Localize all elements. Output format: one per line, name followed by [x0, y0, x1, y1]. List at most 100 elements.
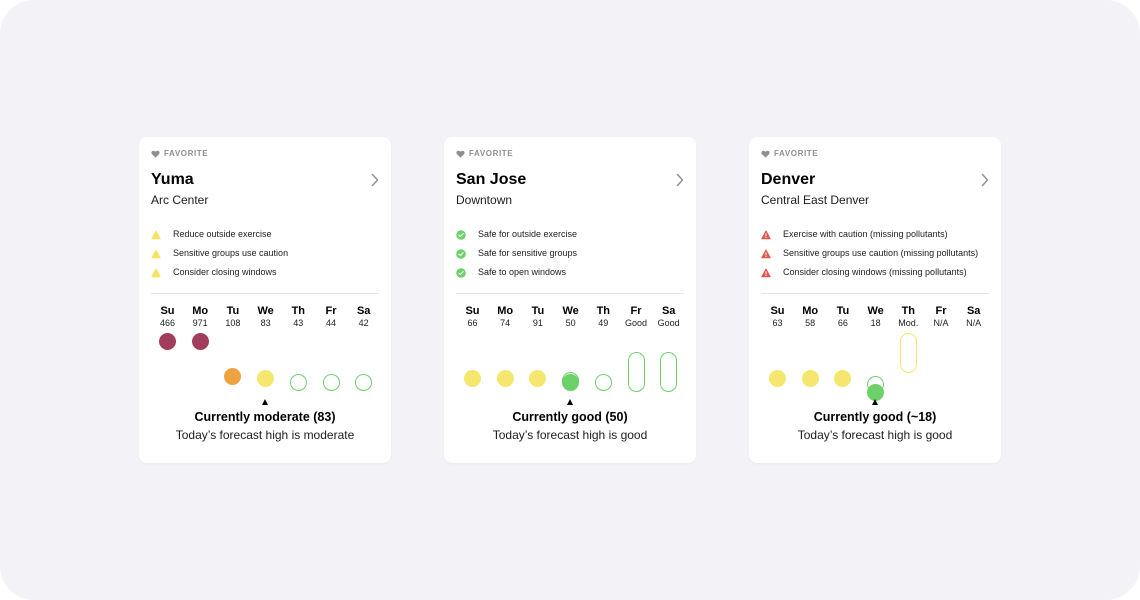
forecast-day: Tu 66: [826, 305, 859, 329]
day-aqi-value: N/A: [933, 318, 949, 328]
forecast-strip: Su 63 Mo 58 Tu 66 We 18 Th Mod. Fr N/A Sa N/A: [761, 305, 989, 401]
day-name: Mo: [192, 305, 209, 317]
day-name: Sa: [661, 305, 676, 317]
city-name: Yuma: [151, 171, 194, 188]
day-aqi-value: 74: [500, 318, 511, 328]
day-name: Mo: [802, 305, 819, 317]
caution-triangle-icon: [151, 230, 161, 240]
forecast-day: We 18: [859, 305, 892, 329]
day-aqi-value: 108: [225, 318, 241, 328]
recommendation-item: Consider closing windows (missing pollut…: [761, 263, 995, 282]
forecast-day: Fr 44: [315, 305, 348, 329]
forecast-day: Su 66: [456, 305, 489, 329]
current-status: Currently good (~18): [813, 410, 937, 424]
recommendation-label: Consider closing windows (missing pollut…: [783, 267, 967, 277]
recommendation-label: Reduce outside exercise: [173, 229, 272, 239]
day-aqi-value: 44: [325, 318, 336, 328]
recommendations-list: Exercise with caution (missing pollutant…: [761, 225, 995, 282]
recommendation-label: Safe to open windows: [478, 267, 567, 277]
forecast-day: Mo 971: [184, 305, 217, 329]
heart-icon: [151, 150, 160, 158]
day-name: Tu: [226, 305, 240, 317]
favorite-badge: FAVORITE: [151, 149, 208, 159]
check-circle-icon: [456, 248, 466, 259]
forecast-day: Fr N/A: [925, 305, 958, 329]
station-name: Arc Center: [151, 193, 209, 207]
forecast-day: Su 63: [761, 305, 794, 329]
day-name: Su: [770, 305, 785, 317]
chevron-right-icon[interactable]: [981, 173, 989, 187]
current-day-indicator: [567, 399, 574, 405]
day-name: We: [867, 305, 884, 317]
forecast-day: Fr Good: [620, 305, 653, 329]
recommendation-label: Safe for sensitive groups: [478, 248, 578, 258]
favorite-label: FAVORITE: [164, 149, 209, 158]
recommendations-list: Safe for outside exercise Safe for sensit…: [456, 225, 690, 282]
forecast-day: Th 43: [282, 305, 315, 329]
forecast-strip: Su 66 Mo 74 Tu 91 We 50 Th 49 Fr Good Sa Good: [456, 305, 684, 401]
location-card-yuma[interactable]: FAVORITE Yuma Arc Center Reduce outside …: [139, 137, 391, 463]
recommendations-list: Reduce outside exercise Sensitive groups …: [151, 225, 385, 282]
divider: [761, 293, 989, 294]
day-aqi-value: N/A: [966, 318, 982, 328]
day-aqi-value: 66: [837, 318, 848, 328]
current-status: Currently moderate (83): [194, 410, 336, 424]
aqi-dot: [529, 369, 547, 387]
recommendation-item: Sensitive groups use caution (missing po…: [761, 244, 995, 263]
day-name: Tu: [531, 305, 545, 317]
favorite-badge: FAVORITE: [456, 149, 513, 159]
aqi-ring: [322, 373, 340, 391]
caution-triangle-icon: [151, 249, 161, 259]
aqi-range-pill: [899, 333, 917, 373]
location-card-san-jose[interactable]: FAVORITE San Jose Downtown Safe for outs…: [444, 137, 696, 463]
day-name: Sa: [356, 305, 371, 317]
favorite-label: FAVORITE: [469, 149, 514, 158]
day-name: Th: [291, 305, 306, 317]
forecast-day: Su 466: [151, 305, 184, 329]
day-aqi-value: 58: [805, 318, 816, 328]
favorite-label: FAVORITE: [774, 149, 819, 158]
recommendation-item: Reduce outside exercise: [151, 225, 385, 244]
aqi-dot: [191, 332, 209, 350]
recommendation-item: Exercise with caution (missing pollutant…: [761, 225, 995, 244]
day-aqi-value: 63: [772, 318, 783, 328]
caution-triangle-icon: [151, 268, 161, 278]
aqi-dot: [496, 369, 514, 387]
check-circle-icon: [456, 267, 466, 278]
recommendation-label: Sensitive groups use caution: [173, 248, 289, 258]
city-name: San Jose: [456, 171, 527, 188]
chevron-right-icon[interactable]: [676, 173, 684, 187]
day-aqi-value: 466: [159, 318, 176, 328]
day-name: Su: [160, 305, 175, 317]
recommendation-item: Sensitive groups use caution: [151, 244, 385, 263]
chevron-right-icon[interactable]: [371, 173, 379, 187]
day-name: Su: [465, 305, 480, 317]
warning-triangle-icon: [761, 267, 771, 278]
forecast-day: We 83: [249, 305, 282, 329]
aqi-ring: [355, 373, 373, 391]
forecast-summary: Today’s forecast high is moderate: [175, 428, 355, 442]
day-aqi-value: Good: [624, 318, 648, 328]
day-aqi-value: 43: [293, 318, 304, 328]
recommendation-item: Safe for outside exercise: [456, 225, 690, 244]
divider: [151, 293, 379, 294]
current-day-indicator: [872, 399, 879, 405]
aqi-range-pill: [627, 352, 645, 392]
day-aqi-value: 83: [260, 318, 271, 328]
recommendation-item: Safe for sensitive groups: [456, 244, 690, 263]
recommendation-item: Consider closing windows: [151, 263, 385, 282]
day-name: Th: [901, 305, 916, 317]
day-aqi-value: 18: [870, 318, 881, 328]
forecast-day: Sa 42: [347, 305, 380, 329]
recommendation-label: Safe for outside exercise: [478, 229, 578, 239]
divider: [456, 293, 684, 294]
location-card-denver[interactable]: FAVORITE Denver Central East Denver Exer…: [749, 137, 1001, 463]
heart-icon: [456, 150, 465, 158]
day-name: Tu: [836, 305, 850, 317]
day-name: Mo: [497, 305, 514, 317]
forecast-day: Sa N/A: [957, 305, 990, 329]
day-aqi-value: Mod.: [898, 318, 919, 328]
day-aqi-value: 49: [598, 318, 609, 328]
heart-icon: [761, 150, 770, 158]
